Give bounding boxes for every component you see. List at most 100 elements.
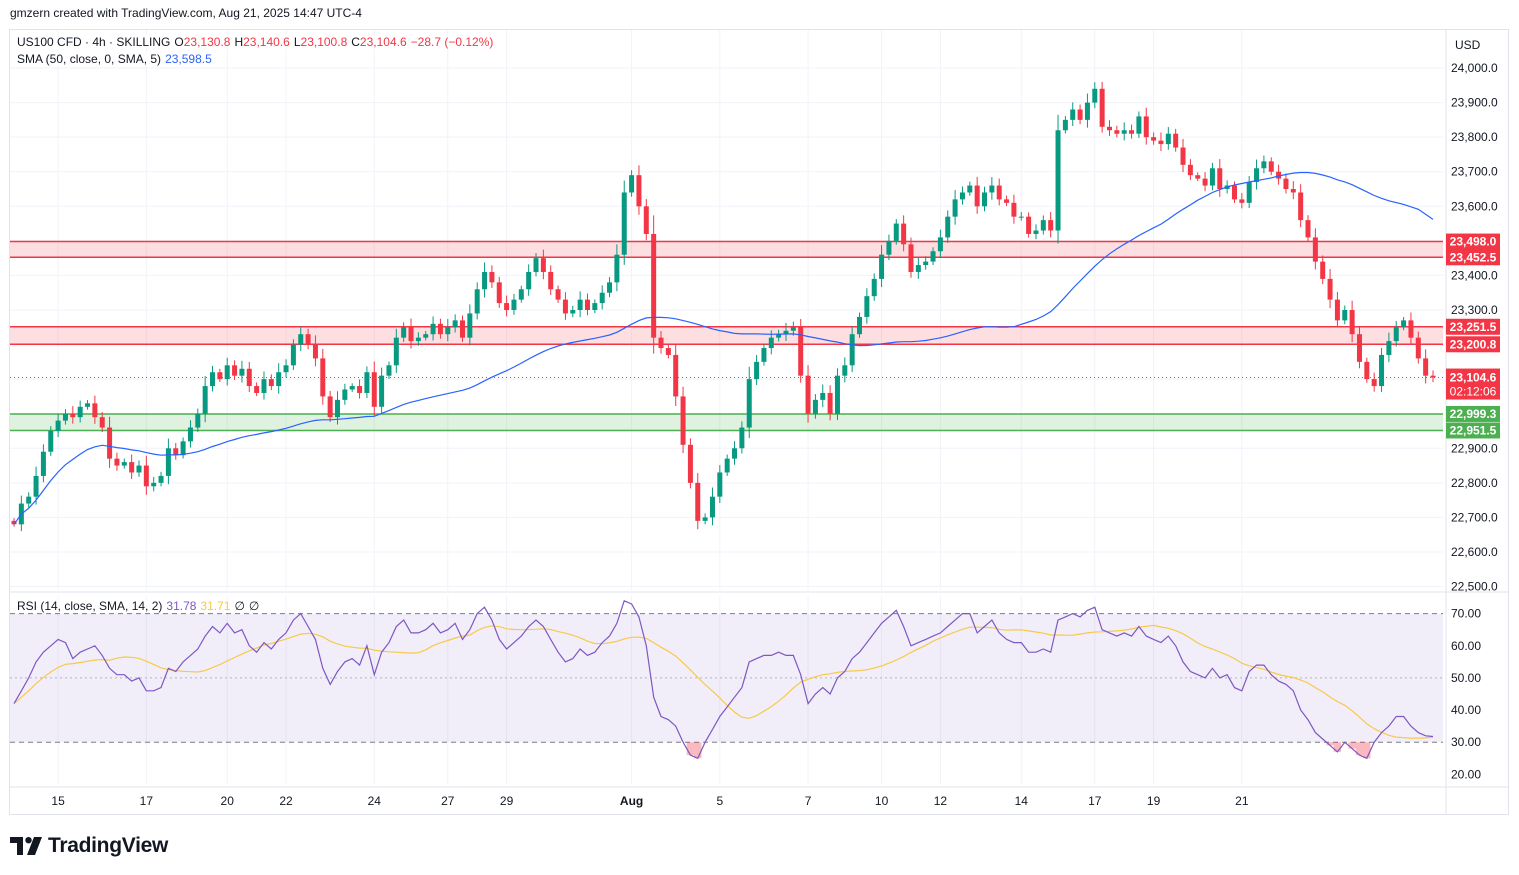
candle xyxy=(393,337,399,366)
candle xyxy=(967,185,973,193)
support-zone xyxy=(10,413,1443,431)
chart-frame xyxy=(9,29,1509,815)
x-tick-label: 15 xyxy=(51,794,65,808)
candle xyxy=(982,192,988,207)
candle xyxy=(1231,185,1237,200)
candle xyxy=(1048,220,1054,231)
candle xyxy=(1106,126,1112,131)
x-tick-label: 17 xyxy=(140,794,154,808)
candle xyxy=(26,496,32,504)
candle xyxy=(511,299,517,310)
open-value: 23,130.8 xyxy=(183,35,231,49)
candle xyxy=(33,475,39,497)
symbol-name[interactable]: US100 CFD · 4h · SKILLING xyxy=(17,35,171,49)
candle xyxy=(467,313,473,338)
candle xyxy=(335,399,341,418)
candle xyxy=(1018,216,1024,218)
candle xyxy=(614,254,620,283)
candle xyxy=(1158,140,1164,145)
x-tick-label: Aug xyxy=(620,794,643,808)
x-tick-label: 17 xyxy=(1088,794,1102,808)
rsi-extra-1: ∅ xyxy=(234,599,245,613)
candle xyxy=(724,458,730,473)
candle xyxy=(709,496,715,518)
candle xyxy=(224,365,230,380)
x-tick-label: 7 xyxy=(805,794,812,808)
candle xyxy=(246,368,252,387)
y-tick-label: 23,900.0 xyxy=(1451,96,1498,110)
candle xyxy=(107,427,113,459)
last-price-tag xyxy=(1446,368,1500,400)
candle xyxy=(1136,116,1142,134)
candle xyxy=(1195,175,1201,179)
candle xyxy=(1217,168,1223,190)
resistance-zone xyxy=(10,326,1443,345)
y-tick-label: 22,500.0 xyxy=(1451,580,1498,594)
candle xyxy=(1055,130,1061,231)
candle xyxy=(1239,199,1245,203)
candle xyxy=(526,271,532,290)
zone-price-tag xyxy=(1446,405,1500,422)
resistance-zone xyxy=(10,241,1443,258)
y-tick-label: 23,700.0 xyxy=(1451,165,1498,179)
candle xyxy=(1151,137,1157,141)
sma-legend[interactable]: SMA (50, close, 0, SMA, 5) 23,598.5 xyxy=(17,52,216,66)
candle xyxy=(937,237,943,252)
x-tick-label: 20 xyxy=(221,794,235,808)
candle xyxy=(879,254,885,279)
candle xyxy=(717,472,723,497)
candle xyxy=(312,344,318,359)
candle xyxy=(658,337,664,349)
candle xyxy=(1364,361,1370,380)
candle xyxy=(577,299,583,310)
candle xyxy=(746,379,752,428)
symbol-legend[interactable]: US100 CFD · 4h · SKILLING O23,130.8 H23,14… xyxy=(17,35,502,49)
zone-price-label: 23,251.5 xyxy=(1450,320,1497,334)
candle xyxy=(55,420,61,431)
candle xyxy=(482,271,488,290)
low-value: 23,100.8 xyxy=(300,35,348,49)
candle xyxy=(342,389,348,400)
countdown-label: 02:12:06 xyxy=(1450,385,1497,399)
candle xyxy=(732,448,738,459)
candle xyxy=(849,334,855,366)
candle xyxy=(261,379,267,393)
candle xyxy=(871,278,877,297)
candle xyxy=(276,372,282,387)
candle xyxy=(401,327,407,338)
candle xyxy=(1261,161,1267,169)
candle xyxy=(1334,299,1340,321)
tradingview-brand[interactable]: TradingView xyxy=(10,834,168,858)
candle xyxy=(129,462,135,473)
candle xyxy=(570,310,576,314)
candle xyxy=(1187,164,1193,176)
candle xyxy=(974,185,980,207)
candle xyxy=(1327,278,1333,300)
candle xyxy=(893,223,899,241)
candle xyxy=(776,334,782,338)
candle xyxy=(423,334,429,338)
y-tick-label: 22,900.0 xyxy=(1451,441,1498,455)
candle xyxy=(1084,102,1090,120)
candle xyxy=(1011,202,1017,217)
candle xyxy=(1423,358,1429,376)
zone-price-tag xyxy=(1446,249,1500,266)
rsi-legend[interactable]: RSI (14, close, SMA, 14, 2) 31.78 31.71 ∅ ∅ xyxy=(17,599,264,613)
candle xyxy=(202,386,208,414)
candle xyxy=(857,316,863,335)
candle xyxy=(1121,130,1127,134)
candle xyxy=(1386,341,1392,355)
last-price-label: 23,104.6 xyxy=(1450,371,1497,385)
candle xyxy=(798,327,804,376)
high-value: 23,140.6 xyxy=(243,35,290,49)
candle xyxy=(283,365,289,373)
currency-selector[interactable]: USD xyxy=(1455,38,1481,52)
candle xyxy=(901,223,907,245)
candle xyxy=(77,406,83,418)
zone-price-tag xyxy=(1446,336,1500,353)
y-tick-label: 22,600.0 xyxy=(1451,545,1498,559)
candle xyxy=(210,372,216,387)
candle xyxy=(599,292,605,304)
candle xyxy=(540,258,546,272)
